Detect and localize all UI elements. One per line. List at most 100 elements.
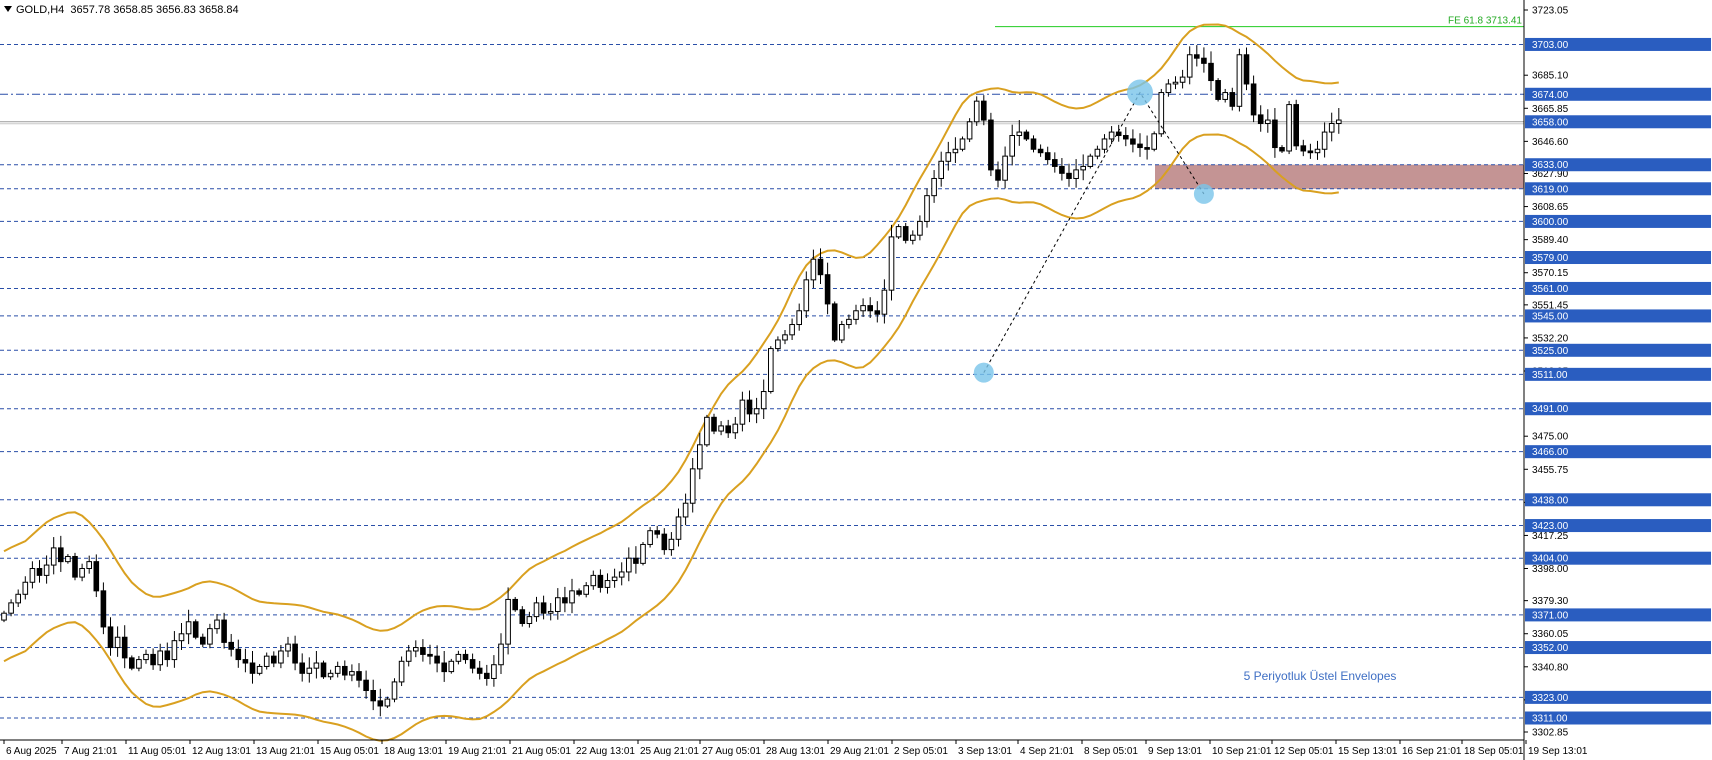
candle-bear <box>519 609 526 624</box>
candle-bear <box>1059 165 1065 174</box>
price-tag-bg <box>1525 493 1711 507</box>
candle-bull <box>796 310 803 326</box>
candle-bull <box>547 610 554 614</box>
candle-bull <box>895 226 902 238</box>
candle-bull <box>839 324 845 341</box>
candle-bull <box>569 590 575 604</box>
candle-bull <box>1101 138 1108 150</box>
candle-bull <box>143 653 149 661</box>
y-tick-label: 3723.05 <box>1532 6 1569 17</box>
candle-bull <box>136 659 142 669</box>
candle-bear <box>72 555 78 578</box>
price-tag-bg <box>1525 251 1711 265</box>
candle-bear <box>441 662 447 673</box>
price-tag-3466.00: 3466.00 <box>1532 447 1569 458</box>
candle-bear <box>711 416 717 432</box>
candle-bull <box>782 334 788 341</box>
candle-bull <box>384 698 391 707</box>
price-tag-bg <box>1525 182 1711 196</box>
candle-bull <box>505 598 511 645</box>
level-lines-layer <box>0 43 1524 719</box>
candle-bull <box>1328 122 1335 133</box>
candle-bull <box>583 585 590 595</box>
x-tick-label: 11 Aug 05:01 <box>128 746 187 757</box>
candle-bull <box>810 258 817 281</box>
price-tag-bg <box>1525 551 1711 565</box>
symbol-label: GOLD,H4 <box>16 4 65 16</box>
y-tick-label: 3379.30 <box>1532 596 1569 607</box>
candle-bull <box>675 516 682 540</box>
candle-bull <box>1286 104 1292 152</box>
x-tick-label: 28 Aug 13:01 <box>766 746 825 757</box>
price-tag-3404.00: 3404.00 <box>1532 554 1569 565</box>
candle-bear <box>654 530 661 535</box>
axes-layer: 3723.05 3685.10 3665.85 3646.60 3627.90 3608.… <box>0 0 1588 760</box>
candle-bear <box>121 636 128 659</box>
dropdown-triangle-icon[interactable] <box>4 6 12 12</box>
candle-bear <box>1257 114 1264 124</box>
candle-bull <box>1321 131 1328 150</box>
candle-bull <box>1172 81 1179 85</box>
candle-bear <box>1037 148 1044 154</box>
y-tick-label: 3340.80 <box>1532 662 1569 673</box>
candle-bear <box>1201 57 1207 64</box>
candle-bull <box>924 195 930 222</box>
candle-bull <box>1165 83 1172 94</box>
price-tag-3423.00: 3423.00 <box>1532 521 1569 532</box>
price-tag-3371.00: 3371.00 <box>1532 610 1569 621</box>
candle-bull <box>682 502 689 518</box>
price-tag-bg <box>1525 402 1711 416</box>
candle-bull <box>256 665 263 674</box>
candle-bull <box>881 289 888 315</box>
price-tag-bg <box>1525 608 1711 622</box>
price-tag-bg <box>1525 87 1711 101</box>
ohlc-readout: 3657.78 3658.85 3656.83 3658.84 <box>70 4 239 16</box>
candle-bear <box>1307 150 1314 154</box>
candle-bear <box>235 648 242 661</box>
x-tick-label: 18 Sep 05:01 <box>1464 746 1524 757</box>
candle-bull <box>178 633 185 642</box>
price-tag-3561.00: 3561.00 <box>1532 284 1569 295</box>
candle-bear <box>633 557 639 564</box>
candle-bear <box>512 598 519 611</box>
x-tick-label: 15 Sep 13:01 <box>1338 746 1398 757</box>
candle-bull <box>455 653 462 662</box>
candle-bull <box>313 662 320 669</box>
candle-bear <box>1023 131 1030 140</box>
candle-bull <box>334 665 341 674</box>
candle-bull <box>391 681 398 700</box>
price-tag-3511.00: 3511.00 <box>1532 370 1568 381</box>
candle-bear <box>746 399 753 415</box>
price-tag-3633.00: 3633.00 <box>1532 160 1569 171</box>
x-tick-label: 19 Sep 13:01 <box>1528 746 1588 757</box>
candle-bull <box>917 220 923 236</box>
candle-bull <box>1265 119 1271 124</box>
candles-layer <box>1 45 1342 717</box>
candle-bull <box>278 650 284 664</box>
candle-bull <box>1 612 7 621</box>
candle-bull <box>29 568 36 583</box>
candle-bear <box>342 665 348 676</box>
envelope-upper <box>3 23 1339 632</box>
x-tick-label: 21 Aug 05:01 <box>512 746 571 757</box>
x-tick-label: 22 Aug 13:01 <box>576 746 635 757</box>
candle-bull <box>718 425 724 432</box>
support-zone-layer <box>1155 164 1524 189</box>
y-tick-label: 3551.45 <box>1532 300 1569 311</box>
envelope-annotation: 5 Periyotluk Üstel Envelopes <box>1244 669 1397 683</box>
candle-bear <box>164 650 171 661</box>
candle-bull <box>846 318 852 326</box>
x-tick-label: 18 Aug 13:01 <box>384 746 443 757</box>
swing-layer <box>973 79 1214 383</box>
y-tick-label: 3532.20 <box>1532 333 1569 344</box>
candle-bull <box>739 399 746 425</box>
candle-bull <box>526 616 533 624</box>
candle-bear <box>58 547 64 563</box>
x-tick-label: 27 Aug 05:01 <box>702 746 761 757</box>
y-tick-label: 3302.85 <box>1532 728 1569 739</box>
candle-bull <box>22 581 29 595</box>
y-tick-label: 3570.15 <box>1532 268 1569 279</box>
candle-bull <box>214 619 220 630</box>
